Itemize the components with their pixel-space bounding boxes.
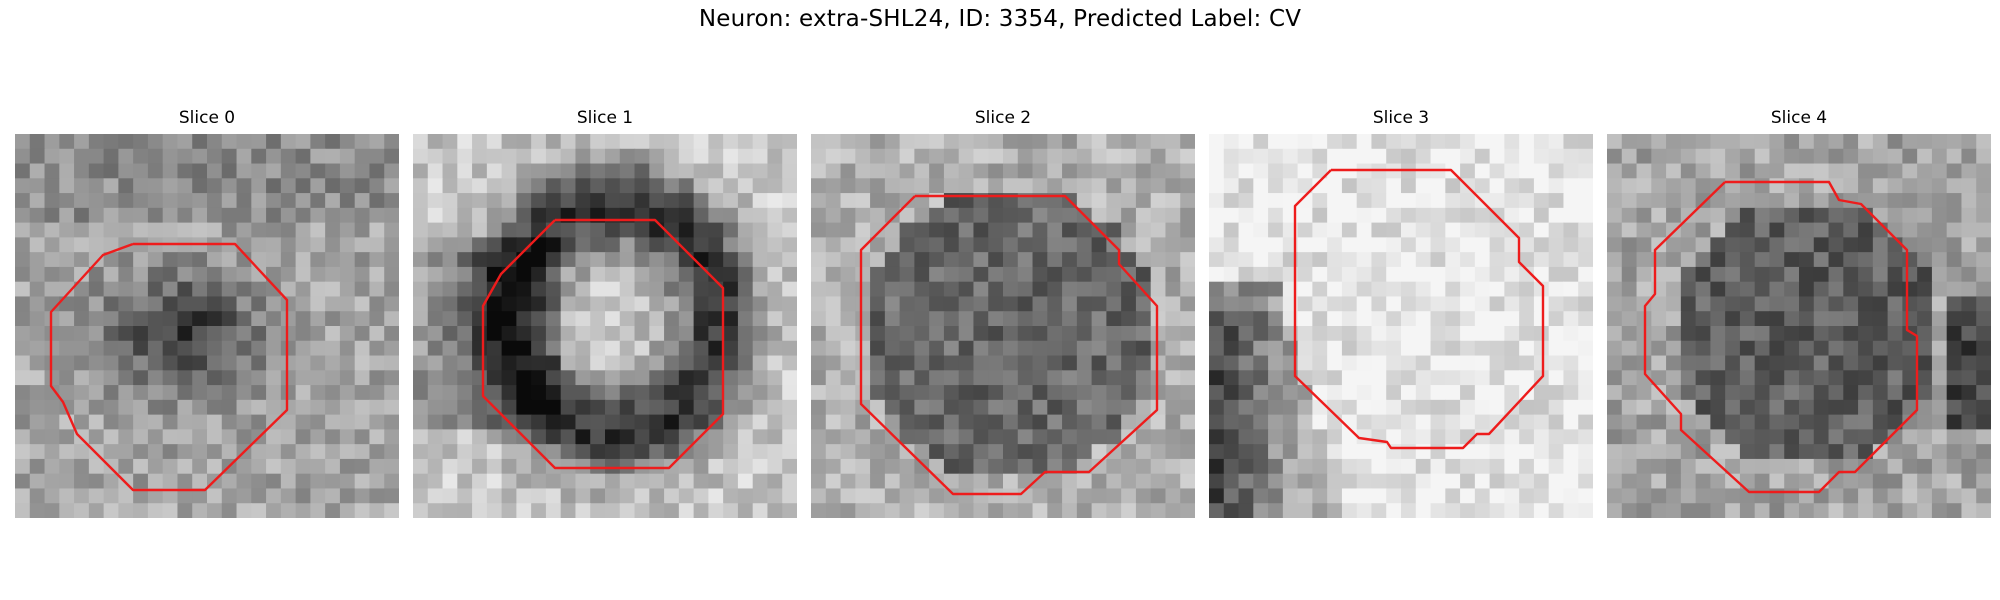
soma-contour: [1293, 168, 1545, 450]
microscopy-patch: [1209, 134, 1593, 518]
slice-title-3: Slice 3: [1372, 108, 1430, 128]
soma-contour: [1643, 180, 1919, 494]
soma-contour: [481, 218, 725, 470]
microscopy-patch: [1607, 134, 1991, 518]
slice-title-2: Slice 2: [974, 108, 1032, 128]
slice-title-0: Slice 0: [178, 108, 236, 128]
slice-image-2: [811, 134, 1195, 518]
slice-image-3: [1209, 134, 1593, 518]
soma-contour: [859, 194, 1159, 496]
slice-image-0: [15, 134, 399, 518]
microscopy-patch: [811, 134, 1195, 518]
microscopy-patch: [413, 134, 797, 518]
figure-title: Neuron: extra-SHL24, ID: 3354, Predicted…: [698, 6, 1302, 32]
microscopy-patch: [15, 134, 399, 518]
slice-title-4: Slice 4: [1770, 108, 1828, 128]
slice-title-1: Slice 1: [576, 108, 634, 128]
slice-image-4: [1607, 134, 1991, 518]
soma-contour: [49, 242, 289, 492]
slice-image-1: [413, 134, 797, 518]
